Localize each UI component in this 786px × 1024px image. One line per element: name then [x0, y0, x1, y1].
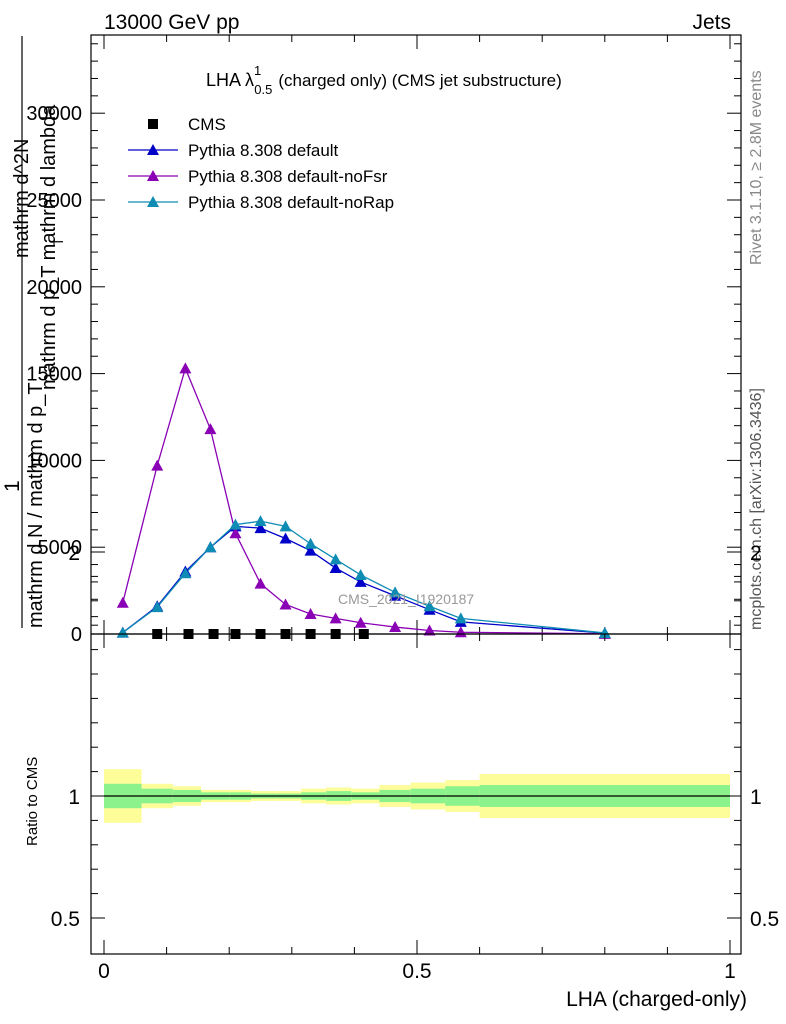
x-tick-label: 0	[98, 960, 110, 983]
header-right: Jets	[692, 11, 731, 34]
legend-label: Pythia 8.308 default	[188, 141, 339, 160]
legend-label: Pythia 8.308 default-noRap	[188, 193, 394, 212]
ratio-y-tick-label: 1	[68, 786, 80, 809]
series-point-3	[329, 553, 342, 565]
watermark: CMS_2021_I1920187	[338, 591, 474, 607]
main-y-tick-label: 20000	[26, 277, 82, 299]
series-point-1	[254, 522, 267, 534]
legend-marker	[147, 144, 159, 155]
chart-title-main: LHA λ	[206, 70, 254, 90]
chart-title-sub: 0.5	[254, 82, 272, 97]
series-point-1	[354, 575, 367, 587]
series-point-3	[179, 567, 192, 579]
series-point-2	[229, 527, 242, 539]
main-curves	[122, 366, 605, 635]
series-point-3	[389, 586, 402, 598]
ratio-y-tick-label: 0.5	[51, 908, 80, 931]
series-point-3	[354, 568, 367, 580]
chart-title: LHA λ1 0.5 (charged only) (CMS jet substru…	[206, 63, 562, 97]
y-label-denominator-2: mathrm d p_T mathrm d lambda	[38, 104, 60, 390]
series-point-3	[229, 518, 242, 530]
chart-title-rest: (charged only) (CMS jet substructure)	[278, 71, 561, 90]
main-y-tick-label: 25000	[26, 190, 82, 212]
main-y-tick-label: 10000	[26, 450, 82, 472]
series-point-3	[151, 601, 164, 613]
x-tick-label: 1	[724, 960, 736, 983]
main-y-tick-label: 15000	[26, 364, 82, 386]
y-label-numerator-1: 1	[1, 480, 24, 492]
legend: CMS Pythia 8.308 default Pythia 8.308 defa…	[128, 115, 394, 212]
ratio-y-label: Ratio to CMS	[24, 757, 41, 846]
chart-title-sup: 1	[254, 63, 261, 78]
series-point-1	[279, 532, 292, 544]
series-point-3	[454, 612, 467, 624]
series-point-2	[179, 362, 192, 374]
main-y-axis: 0 5000 10000 15000 20000 25000 30000	[26, 35, 741, 646]
main-y-tick-label: 0	[71, 624, 82, 646]
x-tick-label: 0.5	[402, 960, 431, 983]
y-label-subscript-t: T	[50, 237, 66, 246]
series-point-3	[304, 537, 317, 549]
series-line-3	[122, 520, 605, 634]
series-point-3	[423, 600, 436, 612]
ratio-y-tick-label-right: 0.5	[750, 908, 779, 931]
ratio-y-tick-label-right: 2	[750, 542, 762, 565]
header-left: 13000 GeV pp	[104, 11, 239, 34]
y-label-numerator-2: mathrm d^2N	[11, 139, 33, 258]
ratio-y-tick-label-right: 1	[750, 786, 762, 809]
legend-label: CMS	[188, 115, 226, 134]
series-point-3	[598, 626, 611, 638]
series-point-2	[151, 459, 164, 471]
legend-marker	[147, 196, 159, 207]
ratio-y-tick-label: 2	[68, 542, 80, 565]
legend-marker-cms	[148, 119, 158, 129]
legend-label: Pythia 8.308 default-noFsr	[188, 167, 388, 186]
series-point-2	[329, 612, 342, 624]
rivet-label: Rivet 3.1.10, ≥ 2.8M events	[748, 70, 765, 265]
series-point-3	[116, 626, 129, 638]
ratio-frame	[90, 633, 742, 955]
series-point-3	[279, 520, 292, 532]
series-point-2	[354, 616, 367, 628]
ratio-panel: 0.5 0.51 12 2 0 0.5 1 Ratio to CMS LHA (charg…	[24, 542, 779, 1011]
series-point-2	[116, 596, 129, 608]
y-label-denominator-1: mathrm d N / mathrm d p_T	[25, 382, 47, 628]
series-point-2	[254, 577, 267, 589]
series-point-2	[279, 598, 292, 610]
series-point-2	[389, 621, 402, 633]
series-line-2	[122, 366, 605, 635]
x-axis-label: LHA (charged-only)	[566, 988, 747, 1011]
mcplots-label: mcplots.cern.ch [arXiv:1306.3436]	[748, 388, 765, 630]
main-y-tick-label: 5000	[38, 537, 83, 559]
series-point-2	[204, 423, 217, 435]
ratio-y-axis: 0.5 0.5 1 1 2 2	[51, 542, 779, 931]
main-y-label: 1 mathrm d N / mathrm d p_T mathrm d^2N …	[1, 36, 66, 628]
series-point-1	[329, 562, 342, 574]
x-axis: 0 0.5 1	[98, 634, 736, 983]
series-line-1	[122, 525, 605, 634]
series-point-2	[304, 608, 317, 620]
series-point-3	[204, 541, 217, 553]
series-point-2	[423, 624, 436, 636]
series-point-1	[304, 544, 317, 556]
series-point-3	[254, 515, 267, 527]
main-y-tick-label: 30000	[26, 103, 82, 125]
legend-marker	[147, 170, 159, 181]
